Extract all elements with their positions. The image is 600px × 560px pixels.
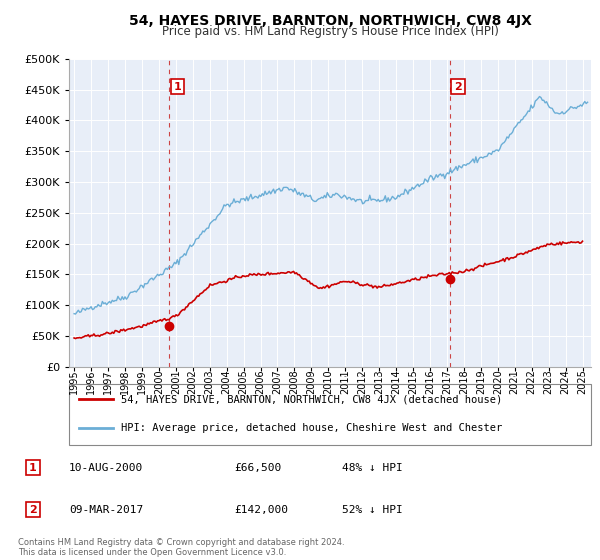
Text: £66,500: £66,500	[234, 463, 281, 473]
Text: Contains HM Land Registry data © Crown copyright and database right 2024.
This d: Contains HM Land Registry data © Crown c…	[18, 538, 344, 557]
Text: 2000: 2000	[154, 370, 164, 394]
Text: 48% ↓ HPI: 48% ↓ HPI	[342, 463, 403, 473]
Text: 1997: 1997	[103, 370, 113, 394]
Text: 2020: 2020	[493, 370, 503, 394]
Text: £142,000: £142,000	[234, 505, 288, 515]
Text: 09-MAR-2017: 09-MAR-2017	[69, 505, 143, 515]
Text: 2022: 2022	[527, 370, 536, 394]
Text: 2017: 2017	[442, 370, 452, 394]
Text: 2012: 2012	[357, 370, 367, 394]
Text: 2015: 2015	[408, 370, 418, 394]
Text: 1995: 1995	[69, 370, 79, 394]
Text: 2021: 2021	[510, 370, 520, 394]
Text: 2023: 2023	[544, 370, 554, 394]
Text: 2005: 2005	[239, 370, 248, 394]
Text: 1999: 1999	[137, 370, 147, 394]
Text: 2018: 2018	[459, 370, 469, 394]
Text: Price paid vs. HM Land Registry's House Price Index (HPI): Price paid vs. HM Land Registry's House …	[161, 25, 499, 38]
Text: 2007: 2007	[272, 370, 283, 394]
Text: 54, HAYES DRIVE, BARNTON, NORTHWICH, CW8 4JX (detached house): 54, HAYES DRIVE, BARNTON, NORTHWICH, CW8…	[121, 394, 502, 404]
Text: 2013: 2013	[374, 370, 384, 394]
Text: 2024: 2024	[560, 370, 571, 394]
Text: 1996: 1996	[86, 370, 96, 394]
Text: 2: 2	[29, 505, 37, 515]
Text: 2019: 2019	[476, 370, 486, 394]
Text: 2: 2	[454, 82, 462, 91]
Text: 2009: 2009	[307, 370, 316, 394]
Text: 2008: 2008	[289, 370, 299, 394]
Text: HPI: Average price, detached house, Cheshire West and Chester: HPI: Average price, detached house, Ches…	[121, 423, 502, 433]
Text: 2025: 2025	[578, 370, 587, 394]
Text: 1: 1	[29, 463, 37, 473]
Text: 2010: 2010	[323, 370, 334, 394]
Text: 10-AUG-2000: 10-AUG-2000	[69, 463, 143, 473]
Text: 2006: 2006	[256, 370, 266, 394]
Text: 54, HAYES DRIVE, BARNTON, NORTHWICH, CW8 4JX: 54, HAYES DRIVE, BARNTON, NORTHWICH, CW8…	[128, 14, 532, 28]
Text: 1: 1	[173, 82, 181, 91]
Text: 2011: 2011	[340, 370, 350, 394]
Text: 2002: 2002	[188, 370, 198, 394]
Text: 2001: 2001	[171, 370, 181, 394]
Text: 1998: 1998	[120, 370, 130, 394]
FancyBboxPatch shape	[69, 384, 591, 445]
Text: 2016: 2016	[425, 370, 435, 394]
Text: 52% ↓ HPI: 52% ↓ HPI	[342, 505, 403, 515]
Text: 2004: 2004	[221, 370, 232, 394]
Text: 2003: 2003	[205, 370, 215, 394]
Text: 2014: 2014	[391, 370, 401, 394]
